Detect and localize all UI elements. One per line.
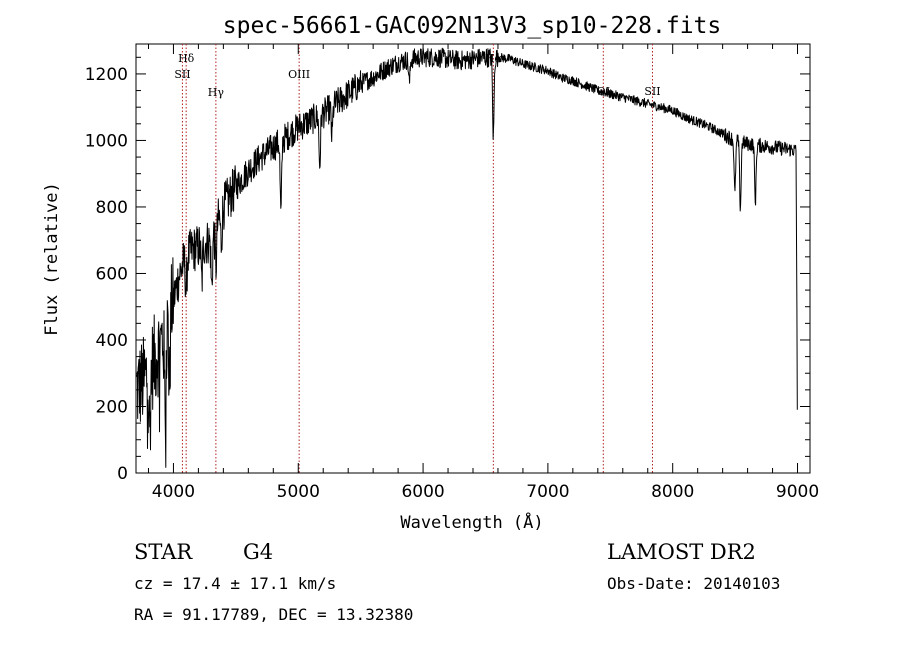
y-tick-label: 0: [117, 464, 128, 484]
observation-date: Obs-Date: 20140103: [607, 574, 780, 593]
spectral-line-label: Hγ: [208, 86, 225, 99]
y-tick-label: 800: [96, 198, 128, 218]
y-tick-label: 600: [96, 264, 128, 284]
axis-ticks: 4000 5000 6000 7000 8000 9000 0 200 400 600 800 100…: [85, 44, 819, 502]
spectrum-line: [136, 47, 798, 468]
spectral-line-label: SII: [174, 68, 190, 81]
y-tick-label: 1200: [85, 65, 128, 85]
object-class: STAR: [134, 540, 193, 564]
x-tick-label: 4000: [152, 482, 195, 502]
chart-title: spec-56661-GAC092N13V3_sp10-228.fits: [223, 13, 722, 39]
spectral-line-label: OIII: [288, 68, 310, 81]
plot-frame: [135, 43, 811, 474]
x-tick-label: 9000: [776, 482, 819, 502]
spectral-line-label: SII: [644, 85, 660, 98]
x-tick-label: 8000: [651, 482, 694, 502]
y-tick-label: 1000: [85, 131, 128, 151]
y-axis-label: Flux (relative): [42, 182, 62, 336]
redshift-velocity: cz = 17.4 ± 17.1 km/s: [134, 574, 336, 593]
y-tick-label: 400: [96, 331, 128, 351]
spectrum-series: [136, 47, 798, 468]
survey-name: LAMOST DR2: [607, 540, 756, 564]
coordinates: RA = 91.17789, DEC = 13.32380: [134, 605, 413, 624]
spectral-line-label: Hδ: [178, 52, 195, 65]
x-tick-label: 6000: [401, 482, 444, 502]
x-tick-label: 7000: [526, 482, 569, 502]
plot-area: [135, 43, 811, 474]
x-axis-label: Wavelength (Å): [400, 511, 543, 533]
x-tick-label: 5000: [277, 482, 320, 502]
y-tick-label: 200: [96, 397, 128, 417]
object-subclass: G4: [243, 540, 273, 564]
